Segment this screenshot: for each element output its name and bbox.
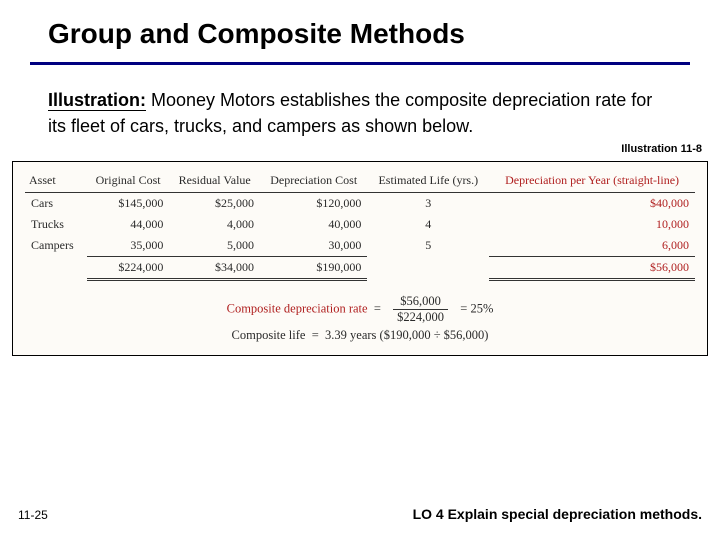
col-original-cost: Original Cost xyxy=(87,172,170,192)
cell-asset: Trucks xyxy=(25,214,87,235)
total-depreciation-cost: $190,000 xyxy=(260,256,367,279)
cell-life: 5 xyxy=(367,235,489,257)
cell-original-cost: 44,000 xyxy=(87,214,170,235)
slide-number: 11-25 xyxy=(18,508,48,522)
life-label: Composite life xyxy=(232,328,306,342)
table-totals-row: $224,000 $34,000 $190,000 $56,000 xyxy=(25,256,695,279)
formulas-block: Composite depreciation rate = $56,000 $2… xyxy=(25,295,695,347)
composite-life-formula: Composite life = 3.39 years ($190,000 ÷ … xyxy=(25,324,695,347)
cell-life xyxy=(367,256,489,279)
depreciation-table: Asset Original Cost Residual Value Depre… xyxy=(25,172,695,281)
total-per-year: $56,000 xyxy=(489,256,695,279)
cell-asset xyxy=(25,256,87,279)
col-dep-per-year: Depreciation per Year (straight-line) xyxy=(489,172,695,192)
cell-per-year: 10,000 xyxy=(489,214,695,235)
cell-asset: Cars xyxy=(25,192,87,214)
illustration-box: Asset Original Cost Residual Value Depre… xyxy=(12,161,708,356)
intro-paragraph: Illustration: Mooney Motors establishes … xyxy=(0,65,720,139)
cell-residual-value: 4,000 xyxy=(169,214,260,235)
cell-depreciation-cost: 30,000 xyxy=(260,235,367,257)
life-text: 3.39 years ($190,000 ÷ $56,000) xyxy=(325,328,488,342)
cell-residual-value: $25,000 xyxy=(169,192,260,214)
col-depreciation-cost: Depreciation Cost xyxy=(260,172,367,192)
rate-denominator: $224,000 xyxy=(393,310,448,324)
intro-label: Illustration: xyxy=(48,90,146,111)
col-residual-value: Residual Value xyxy=(169,172,260,192)
total-residual-value: $34,000 xyxy=(169,256,260,279)
total-original-cost: $224,000 xyxy=(87,256,170,279)
cell-life: 3 xyxy=(367,192,489,214)
cell-asset: Campers xyxy=(25,235,87,257)
cell-original-cost: $145,000 xyxy=(87,192,170,214)
table-header-row: Asset Original Cost Residual Value Depre… xyxy=(25,172,695,192)
rate-fraction: $56,000 $224,000 xyxy=(393,295,448,324)
cell-depreciation-cost: 40,000 xyxy=(260,214,367,235)
table-row: Trucks 44,000 4,000 40,000 4 10,000 xyxy=(25,214,695,235)
col-asset: Asset xyxy=(25,172,87,192)
table-row: Campers 35,000 5,000 30,000 5 6,000 xyxy=(25,235,695,257)
cell-per-year: $40,000 xyxy=(489,192,695,214)
cell-per-year: 6,000 xyxy=(489,235,695,257)
cell-depreciation-cost: $120,000 xyxy=(260,192,367,214)
col-estimated-life: Estimated Life (yrs.) xyxy=(367,172,489,192)
rate-result: 25% xyxy=(470,301,493,315)
composite-rate-formula: Composite depreciation rate = $56,000 $2… xyxy=(25,295,695,324)
rate-label: Composite depreciation rate xyxy=(227,301,368,315)
cell-original-cost: 35,000 xyxy=(87,235,170,257)
table-row: Cars $145,000 $25,000 $120,000 3 $40,000 xyxy=(25,192,695,214)
learning-objective: LO 4 Explain special depreciation method… xyxy=(413,506,702,522)
rate-numerator: $56,000 xyxy=(393,295,448,310)
cell-life: 4 xyxy=(367,214,489,235)
illustration-tag: Illustration 11-8 xyxy=(0,139,720,161)
cell-residual-value: 5,000 xyxy=(169,235,260,257)
page-title: Group and Composite Methods xyxy=(0,0,720,56)
